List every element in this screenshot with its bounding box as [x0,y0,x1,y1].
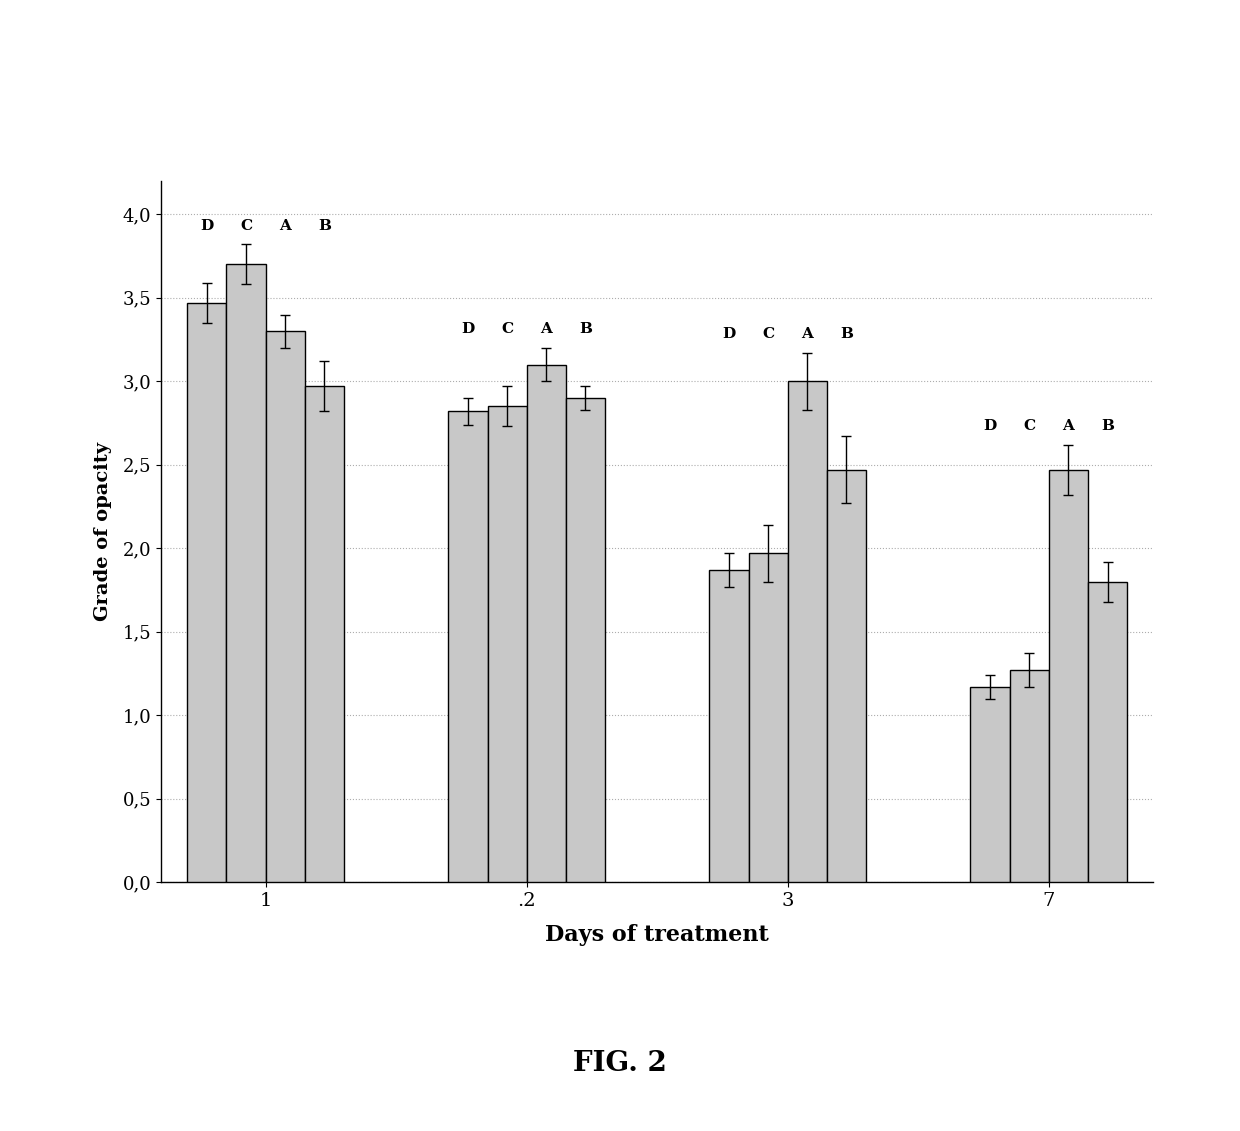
Text: D: D [723,327,735,342]
Bar [527,364,565,882]
Y-axis label: Grade of opacity: Grade of opacity [93,442,112,621]
Bar [227,265,265,882]
Bar [187,303,227,882]
Text: B: B [839,327,853,342]
Bar [971,687,1009,882]
Bar [1087,581,1127,882]
Text: D: D [983,420,997,433]
Text: A: A [1063,420,1074,433]
Text: B: B [1101,420,1114,433]
Bar [827,469,866,882]
Bar [265,331,305,882]
Bar [787,381,827,882]
Bar [565,398,605,882]
Bar [1009,671,1049,882]
Text: B: B [579,322,591,336]
Bar [449,412,487,882]
Text: C: C [241,218,252,233]
Text: FIG. 2: FIG. 2 [573,1050,667,1077]
X-axis label: Days of treatment: Days of treatment [546,924,769,946]
Bar [487,406,527,882]
Bar [1049,469,1087,882]
Text: D: D [200,218,213,233]
Text: A: A [279,218,291,233]
Text: A: A [801,327,813,342]
Bar [305,387,343,882]
Text: C: C [1023,420,1035,433]
Text: C: C [763,327,774,342]
Bar [709,570,749,882]
Text: B: B [317,218,331,233]
Text: D: D [461,322,475,336]
Bar [749,553,787,882]
Text: A: A [541,322,552,336]
Text: C: C [501,322,513,336]
